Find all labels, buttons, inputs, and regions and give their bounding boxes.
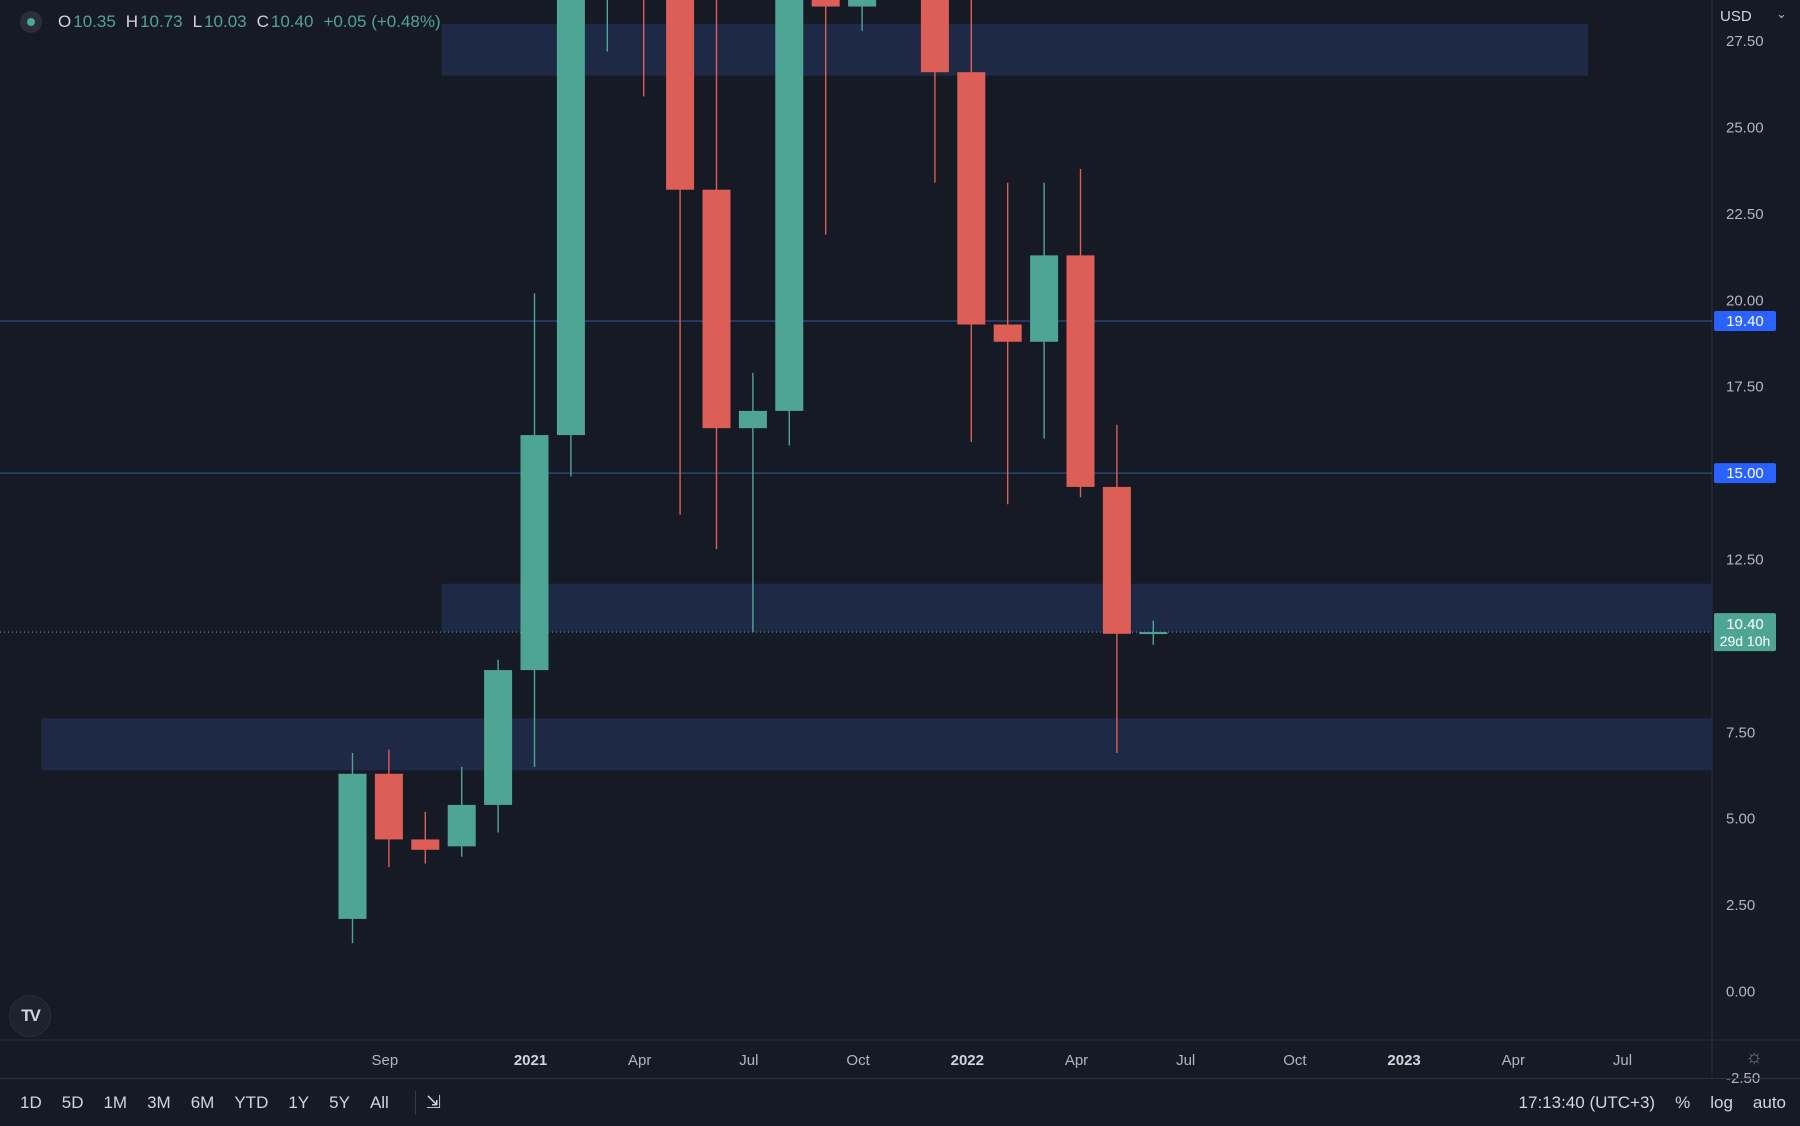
y-tick-label: 27.50 xyxy=(1726,33,1764,50)
low-label: L xyxy=(192,12,203,31)
go-to-date-icon[interactable]: ⇲ xyxy=(425,1092,441,1112)
y-tick-label: 7.50 xyxy=(1726,724,1755,741)
range-ytd-button[interactable]: YTD xyxy=(234,1092,269,1112)
range-1d-button[interactable]: 1D xyxy=(20,1092,42,1112)
x-tick-label: Jul xyxy=(1613,1052,1632,1069)
range-all-button[interactable]: All xyxy=(369,1092,389,1112)
x-tick-label: Sep xyxy=(372,1052,399,1069)
bottom-toolbar: 1D 5D 1M 3M 6M YTD 1Y 5Y All ⇲ 17:13:40 … xyxy=(0,1078,1800,1126)
candle-body xyxy=(738,410,767,429)
candle-body xyxy=(1102,486,1131,634)
candle-body xyxy=(920,0,949,73)
last-price-tag-countdown: 29d 10h xyxy=(1720,633,1771,649)
x-tick-label: Apr xyxy=(1065,1052,1088,1069)
level-tag-1-bg xyxy=(1714,311,1776,332)
currency-selector[interactable]: USD xyxy=(1720,8,1752,25)
candle-body xyxy=(702,189,731,429)
chevron-down-icon[interactable]: ⌄ xyxy=(1776,6,1787,21)
candle-body xyxy=(520,435,549,671)
percent-scale-button[interactable]: % xyxy=(1675,1092,1691,1112)
last-price-tag-bg xyxy=(1714,613,1776,652)
y-tick-label: 25.00 xyxy=(1726,120,1764,137)
high-value: 10.73 xyxy=(140,12,183,31)
candle-body xyxy=(848,0,877,7)
tradingview-logo-icon[interactable]: TV xyxy=(9,995,51,1037)
level-tag-1: 19.40 xyxy=(1726,313,1764,330)
range-buttons: 1D 5D 1M 3M 6M YTD 1Y 5Y All xyxy=(10,1093,399,1113)
level-tag-2: 15.00 xyxy=(1726,465,1764,482)
candle-body xyxy=(447,804,476,847)
close-label: C xyxy=(256,12,269,31)
candle-body xyxy=(957,72,986,325)
candle-body xyxy=(666,0,695,190)
candle-body xyxy=(411,839,440,850)
range-6m-button[interactable]: 6M xyxy=(190,1092,215,1112)
y-tick-label: 17.50 xyxy=(1726,379,1764,396)
zone-rect-1 xyxy=(441,583,1713,633)
level-tag-2-bg xyxy=(1714,463,1776,484)
range-1y-button[interactable]: 1Y xyxy=(288,1092,310,1112)
last-price-tag: 10.40 xyxy=(1726,616,1764,633)
zone-rect-2 xyxy=(41,718,1712,771)
y-tick-label: 12.50 xyxy=(1726,552,1764,569)
clock-text: 17:13:40 (UTC+3) xyxy=(1518,1092,1656,1112)
auto-scale-button[interactable]: auto xyxy=(1752,1092,1786,1112)
low-value: 10.03 xyxy=(204,12,247,31)
candle-body xyxy=(993,324,1022,342)
candle-body xyxy=(1139,632,1168,635)
x-tick-label: Jul xyxy=(739,1052,758,1069)
x-tick-label: Oct xyxy=(1283,1052,1307,1069)
x-tick-label: Oct xyxy=(846,1052,870,1069)
y-tick-label: 22.50 xyxy=(1726,206,1764,223)
change-value: +0.05 (+0.48%) xyxy=(323,12,441,31)
candle-body xyxy=(556,0,585,436)
candle-body xyxy=(811,0,840,7)
range-5y-button[interactable]: 5Y xyxy=(329,1092,350,1112)
y-tick-label: 20.00 xyxy=(1726,292,1764,309)
y-tick-label: 5.00 xyxy=(1726,811,1755,828)
range-5d-button[interactable]: 5D xyxy=(61,1092,84,1112)
high-label: H xyxy=(125,12,139,31)
ohlc-legend: O 10.35 H 10.73 L 10.03 C 10.40 +0.05 (+… xyxy=(20,10,451,34)
candle-body xyxy=(1066,255,1095,487)
candle-body xyxy=(775,0,804,411)
scale-tools: 17:13:40 (UTC+3) % log auto xyxy=(1499,1079,1786,1126)
toolbar-divider xyxy=(414,1090,416,1115)
symbol-status-icon[interactable] xyxy=(20,11,42,33)
close-value: 10.40 xyxy=(270,12,314,31)
y-tick-label: 0.00 xyxy=(1726,984,1755,1001)
x-tick-label: Apr xyxy=(628,1052,651,1069)
x-tick-label: Apr xyxy=(1502,1052,1525,1069)
x-tick-label: 2023 xyxy=(1387,1052,1420,1069)
candle-body xyxy=(374,773,403,840)
log-scale-button[interactable]: log xyxy=(1710,1092,1733,1112)
candle-body xyxy=(484,670,513,805)
gear-icon[interactable]: ☼ xyxy=(1745,1046,1764,1068)
x-tick-label: 2022 xyxy=(951,1052,984,1069)
open-value: 10.35 xyxy=(73,12,116,31)
candle-body xyxy=(338,773,367,919)
candle-body xyxy=(1030,255,1059,342)
range-1m-button[interactable]: 1M xyxy=(103,1092,128,1112)
x-tick-label: 2021 xyxy=(514,1052,547,1069)
y-tick-label: 2.50 xyxy=(1726,897,1755,914)
zone-rect-0 xyxy=(441,23,1589,76)
x-tick-label: Jul xyxy=(1176,1052,1195,1069)
open-label: O xyxy=(58,12,72,31)
range-3m-button[interactable]: 3M xyxy=(147,1092,171,1112)
